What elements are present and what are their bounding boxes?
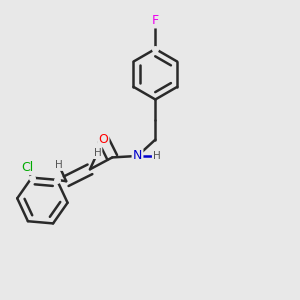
Text: Cl: Cl bbox=[21, 161, 33, 174]
Text: O: O bbox=[98, 133, 108, 146]
Text: N: N bbox=[133, 149, 142, 162]
Text: H: H bbox=[55, 160, 63, 170]
Text: F: F bbox=[152, 14, 159, 27]
Text: H: H bbox=[153, 151, 161, 161]
Text: H: H bbox=[94, 148, 101, 158]
